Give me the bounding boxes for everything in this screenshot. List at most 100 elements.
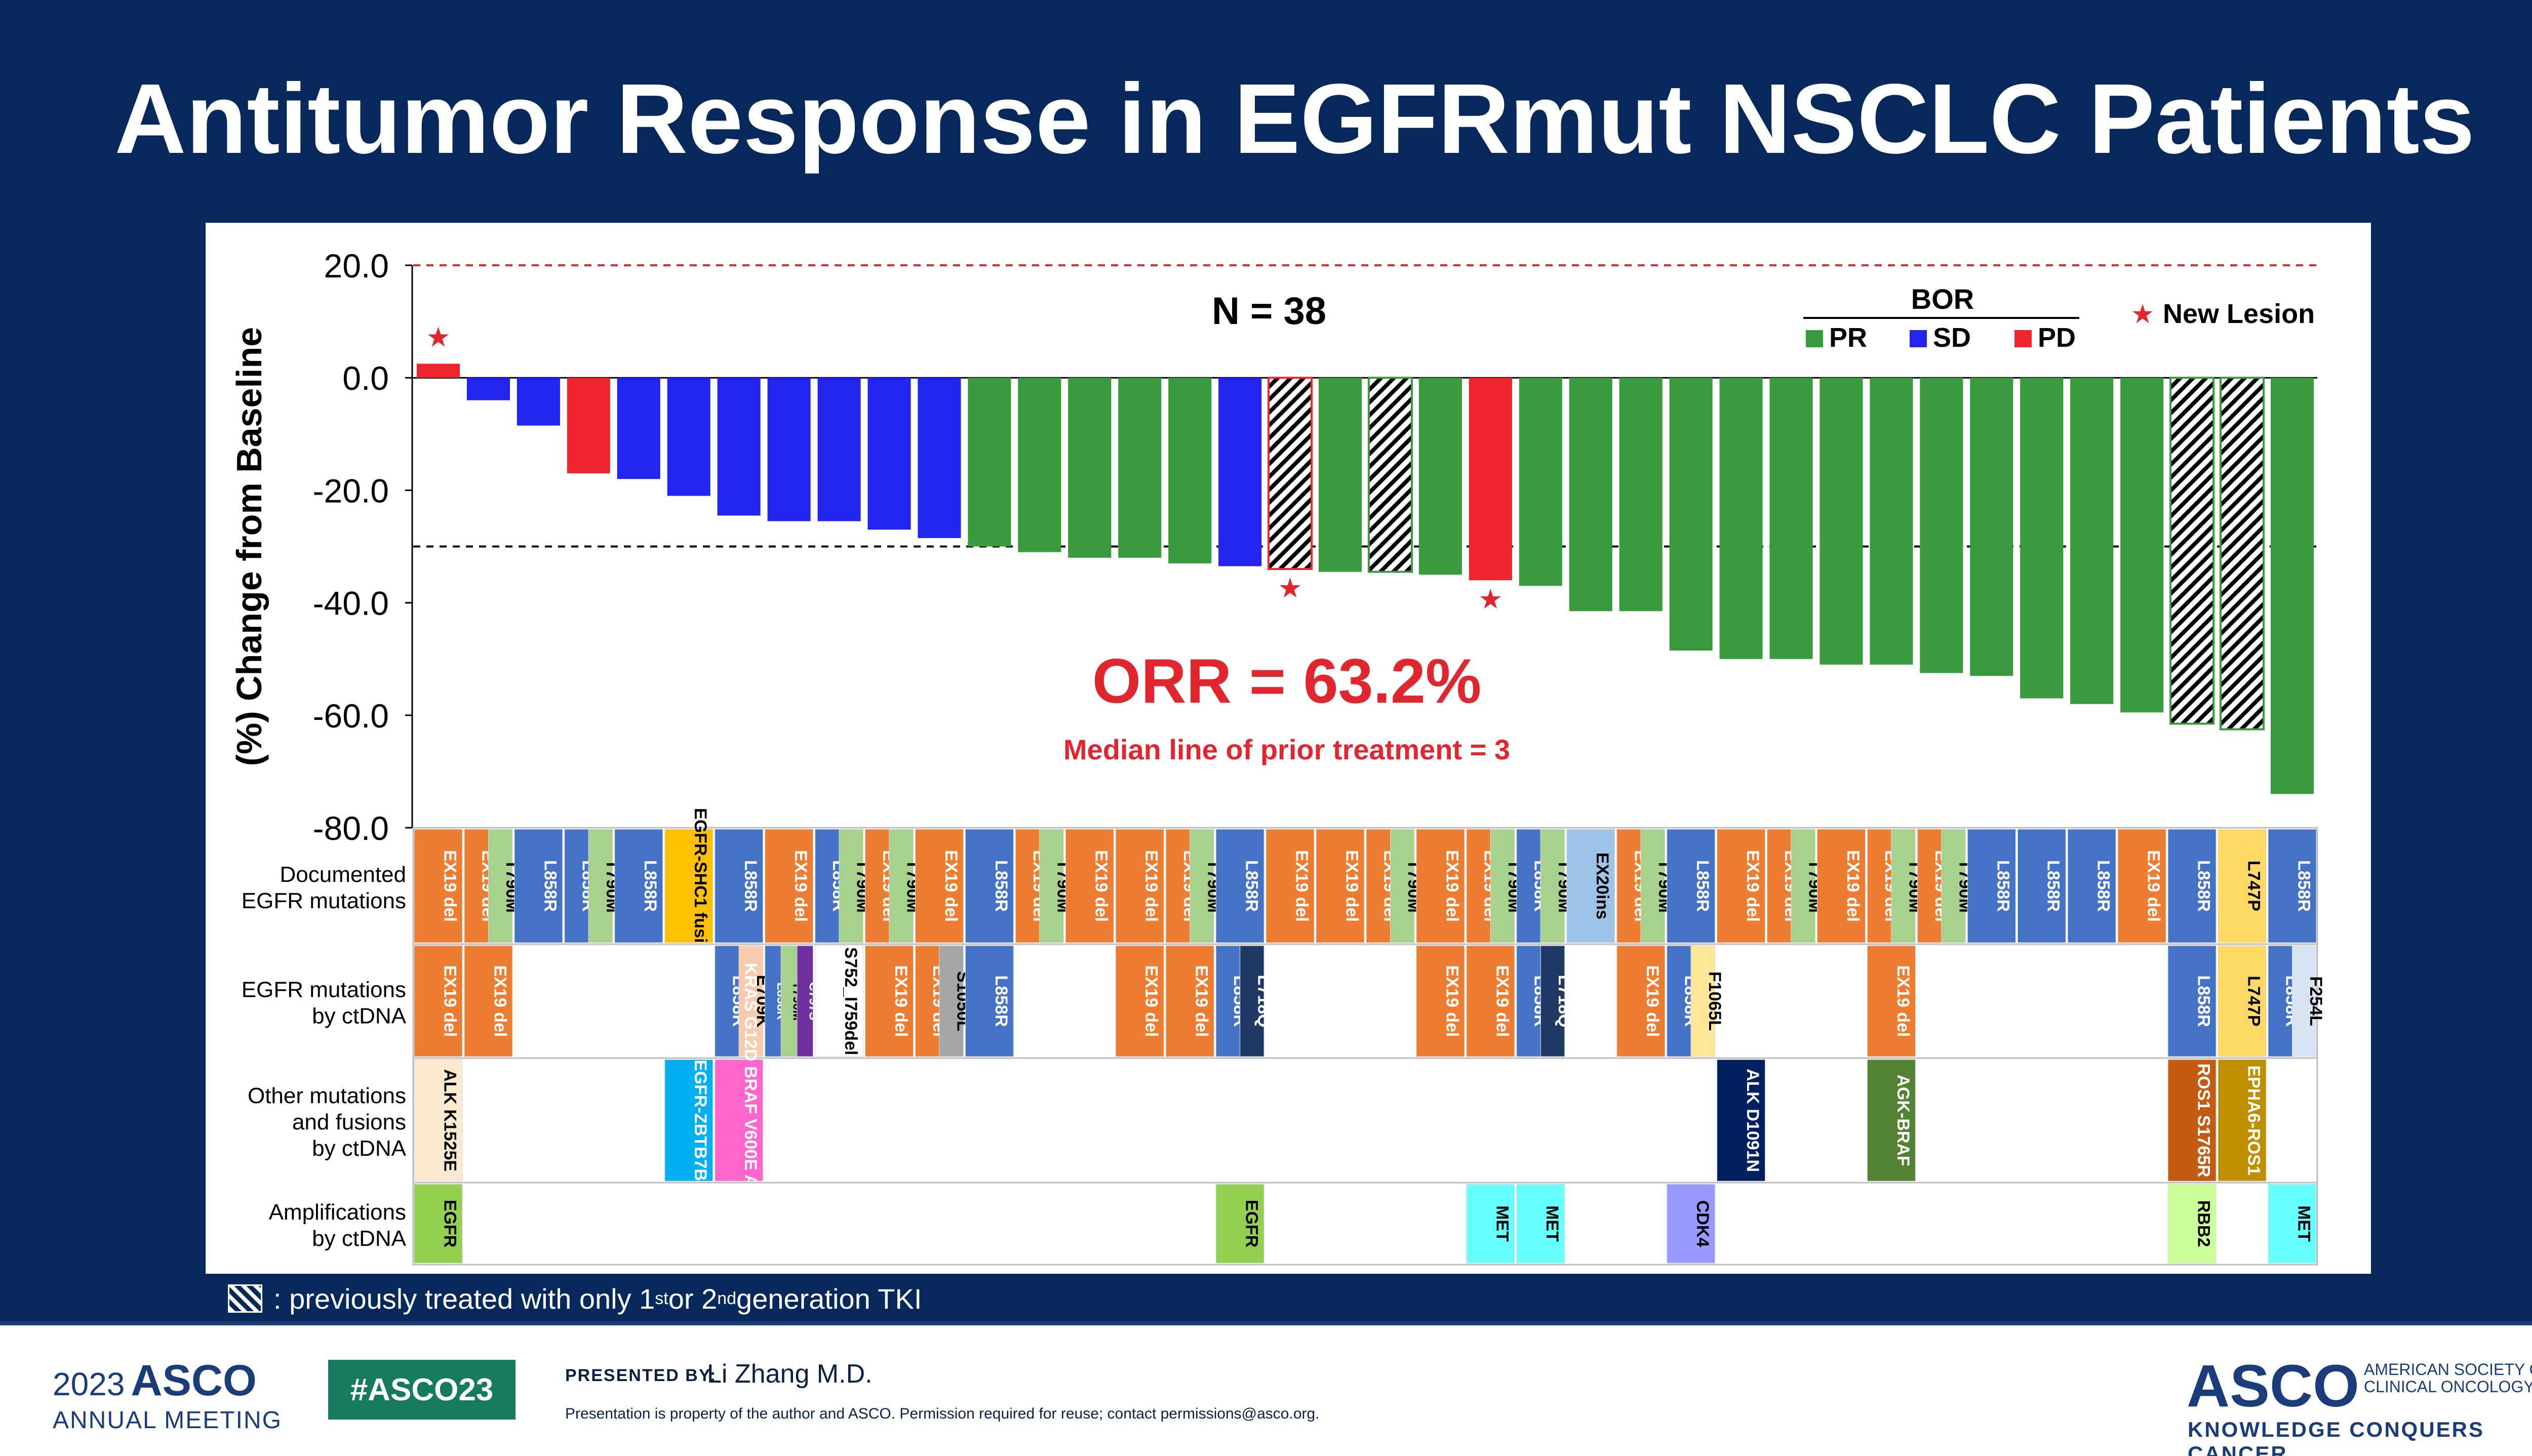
table-cell — [1466, 1184, 1515, 1264]
table-cell — [1941, 829, 1966, 943]
table-cell — [1115, 945, 1164, 1057]
table-cell — [1640, 829, 1666, 943]
table-cell — [2218, 945, 2267, 1057]
y-tick-label: -20.0 — [313, 472, 389, 509]
table-cell-label: CDK4 — [1693, 1200, 1712, 1247]
table-cell — [1516, 1184, 1565, 1264]
table-cell — [2167, 945, 2217, 1057]
table-cell — [889, 829, 914, 943]
waterfall-bar — [1920, 378, 1963, 673]
table-cell — [1667, 1184, 1716, 1264]
hatch-note-prefix: : previously treated with only 1 — [273, 1282, 655, 1315]
table-cell-label: MET — [1542, 1205, 1562, 1242]
table-cell — [915, 829, 964, 943]
table-cell — [1540, 945, 1565, 1057]
table-cell — [2268, 1184, 2317, 1264]
table-cell — [738, 945, 764, 1057]
table-cell-label: L858R — [1994, 860, 2013, 912]
table-cell — [414, 1059, 463, 1182]
new-lesion-star: ★ — [1478, 583, 1502, 615]
table-cell — [1867, 829, 1892, 943]
y-tick-label: -60.0 — [313, 697, 389, 735]
table-cell — [2017, 829, 2066, 943]
table-cell — [1466, 829, 1491, 943]
waterfall-bar — [1819, 378, 1863, 665]
table-cell-label: EX19 del — [941, 850, 961, 922]
waterfall-bar — [918, 378, 961, 538]
table-cell-label: RBB2 — [2194, 1200, 2213, 1247]
table-cell — [2117, 829, 2166, 943]
disclaimer: Presentation is property of the author a… — [565, 1405, 1320, 1422]
table-row-label: by ctDNA — [312, 1004, 406, 1029]
table-cell — [815, 945, 864, 1057]
table-cell — [1891, 829, 1916, 943]
table-cell — [1015, 829, 1040, 943]
waterfall-bar — [667, 378, 710, 496]
footer-divider — [0, 1321, 2532, 1325]
table-cell-label: EX19 del — [1843, 850, 1863, 922]
waterfall-bar — [1970, 378, 2013, 676]
table-cell — [1616, 945, 1666, 1057]
chart-panel: Documented EGFR mutations EX19 del EX19 del… — [206, 223, 2371, 1274]
table-cell — [2167, 1184, 2217, 1264]
table-cell-label: EGFR-SHC1 fusion — [691, 808, 710, 964]
table-cell — [2218, 829, 2267, 943]
table-cell — [588, 829, 613, 943]
footer: 2023 ASCO ANNUAL MEETING #ASCO23 PRESENTE… — [0, 1325, 2532, 1456]
table-row-label: EGFR mutations — [242, 888, 406, 913]
table-cell-label: F1065L — [1705, 972, 1724, 1031]
table-cell-label: EX19 del — [1442, 965, 1461, 1037]
table-cell-label: EX19 del — [1643, 965, 1662, 1037]
legend-swatch — [1806, 330, 1823, 347]
table-cell-label: EX19 del — [1142, 965, 1161, 1037]
table-cell — [839, 829, 864, 943]
table-cell — [1616, 829, 1641, 943]
legend-item-label: SD — [1933, 322, 1971, 353]
table-cell — [1416, 829, 1465, 943]
table-cell-label: L858R — [2194, 975, 2213, 1027]
table-cell — [464, 829, 489, 943]
table-cell-label: EX19 del — [490, 965, 509, 1037]
table-cell — [1516, 829, 1541, 943]
table-cell-label: EX19 del — [440, 965, 459, 1037]
presenter-name: Li Zhang M.D. — [707, 1359, 873, 1389]
table-cell-label: L858R — [2294, 860, 2313, 912]
waterfall-bar — [717, 378, 761, 516]
waterfall-bar — [867, 378, 911, 530]
table-row-label: EGFR mutations — [242, 978, 406, 1002]
table-cell — [765, 829, 814, 943]
table-cell — [1215, 945, 1241, 1057]
table-cell — [2292, 945, 2317, 1057]
table-cell-label: L858R — [2194, 860, 2213, 912]
waterfall-bar — [416, 363, 460, 378]
table-cell — [1540, 829, 1565, 943]
hatch-note-suffix: generation TKI — [736, 1282, 922, 1315]
table-cell-label: EX19 del — [440, 850, 459, 922]
table-cell — [965, 945, 1014, 1057]
table-cell — [815, 829, 840, 943]
meeting-asco: ASCO — [131, 1356, 257, 1405]
table-cell — [1967, 829, 2016, 943]
table-cell-label: EX19 del — [1142, 850, 1161, 922]
table-cell-label: EX19 del — [1442, 850, 1461, 922]
y-axis-label: (%) Change from Baseline — [229, 327, 269, 766]
table-cell-label: MET — [1492, 1205, 1512, 1242]
table-cell — [715, 829, 764, 943]
table-cell-label: L858R — [1693, 860, 1712, 912]
table-cell — [1717, 829, 1766, 943]
table-row — [412, 1182, 2318, 1266]
legend-new-lesion-label: New Lesion — [2163, 299, 2315, 329]
new-lesion-star: ★ — [1278, 572, 1302, 604]
table-cell-label: EX19 del — [1342, 850, 1361, 922]
waterfall-bar — [1870, 378, 1913, 665]
hatch-swatch — [228, 1284, 262, 1313]
table-cell — [1215, 829, 1264, 943]
table-cell — [414, 945, 463, 1057]
table-cell-label: EX19 del — [791, 850, 810, 922]
waterfall-bar — [1469, 378, 1512, 581]
table-cell — [1690, 945, 1716, 1057]
waterfall-bar — [617, 378, 660, 479]
meeting-year: 2023 — [53, 1366, 125, 1402]
table-cell-label: EX19 del — [1292, 850, 1311, 922]
